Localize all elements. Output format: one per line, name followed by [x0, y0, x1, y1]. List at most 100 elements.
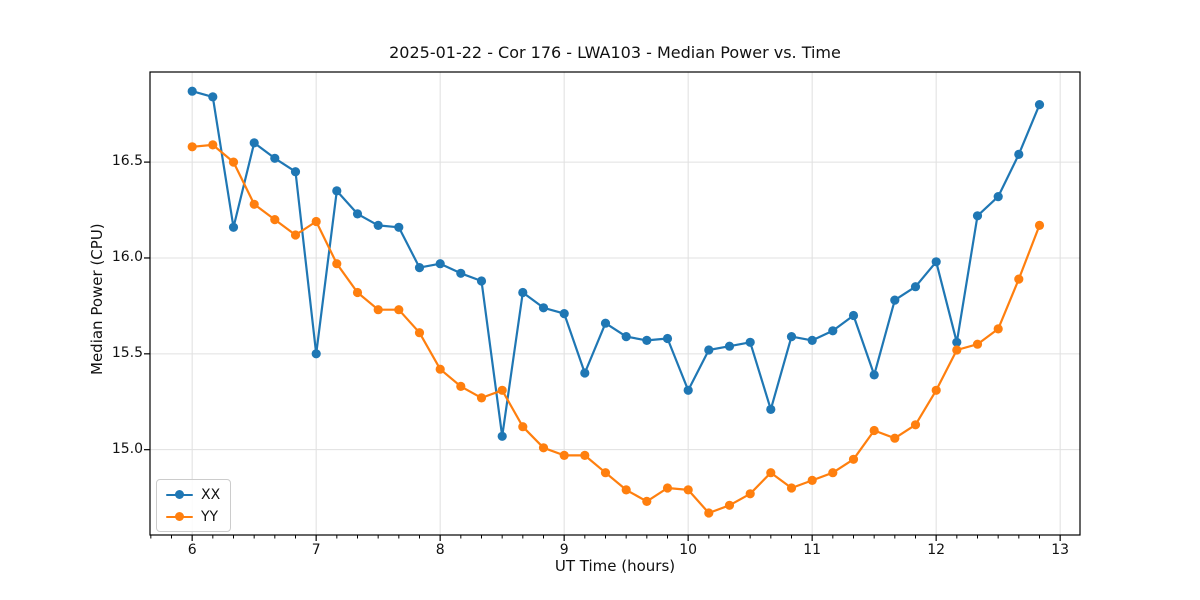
- y-tick-label: 15.5: [111, 344, 143, 361]
- y-tick-label: 15.0: [111, 440, 143, 457]
- series-yy-marker: [600, 468, 611, 478]
- series-xx-marker: [1034, 100, 1045, 110]
- series-yy-marker: [538, 443, 549, 453]
- series-xx-marker: [352, 209, 363, 219]
- series-yy-marker: [187, 142, 197, 152]
- series-xx-marker: [332, 186, 342, 196]
- series-xx-marker: [807, 335, 817, 345]
- series-xx-marker: [952, 337, 962, 347]
- series-xx-marker: [621, 332, 631, 342]
- series-yy-marker: [373, 305, 383, 315]
- series-xx-marker: [228, 222, 239, 232]
- series-xx-marker: [910, 282, 921, 292]
- series-xx-marker: [208, 92, 218, 102]
- series-yy-marker: [559, 450, 569, 460]
- x-tick-label: 9: [559, 542, 569, 558]
- series-yy-marker: [807, 475, 817, 485]
- xx-line-marker-sample: [166, 490, 193, 499]
- series-yy-marker: [642, 496, 652, 506]
- series-yy-marker: [580, 450, 590, 460]
- yy-line-marker-sample: [166, 512, 193, 521]
- chart-title: 2025-01-22 - Cor 176 - LWA103 - Median P…: [389, 43, 841, 62]
- legend: XX YY: [156, 479, 232, 532]
- series-xx-marker: [931, 257, 941, 267]
- series-yy-marker: [621, 485, 631, 495]
- y-tick-label: 16.0: [111, 248, 143, 265]
- series-yy-marker: [352, 287, 363, 298]
- series-yy-marker: [683, 485, 693, 495]
- series-xx-marker: [704, 345, 714, 355]
- series-xx-marker: [559, 309, 569, 319]
- series-xx-marker: [290, 167, 301, 177]
- series-xx-marker: [890, 295, 900, 305]
- series-xx-marker: [642, 335, 652, 345]
- series-xx-marker: [435, 259, 445, 269]
- series-xx-marker: [683, 385, 693, 395]
- series-yy-marker: [786, 483, 797, 493]
- x-tick-label: 12: [927, 542, 946, 558]
- series-yy-marker: [270, 215, 280, 225]
- series-xx-marker: [972, 211, 983, 221]
- series-xx-marker: [476, 276, 487, 286]
- series-yy-marker: [869, 425, 879, 436]
- legend-label-xx: XX: [201, 486, 221, 503]
- x-tick-label: 8: [435, 542, 445, 558]
- series-yy-marker: [311, 216, 321, 227]
- x-axis-label: UT Time (hours): [554, 557, 676, 575]
- series-yy-marker: [290, 230, 301, 240]
- series-yy-marker: [724, 500, 735, 510]
- series-yy-marker: [435, 364, 445, 374]
- x-tick-label: 6: [187, 542, 197, 558]
- series-xx-marker: [662, 333, 673, 344]
- series-yy-marker: [993, 324, 1003, 334]
- series-yy-marker: [332, 259, 342, 269]
- series-yy-marker: [394, 305, 404, 315]
- series-yy-marker: [972, 339, 983, 349]
- series-yy-marker: [662, 483, 673, 493]
- series-yy-marker: [208, 140, 218, 150]
- series-xx-marker: [414, 263, 425, 273]
- series-xx-marker: [373, 220, 383, 230]
- series-xx-marker: [848, 310, 859, 321]
- legend-label-yy: YY: [201, 508, 219, 525]
- series-yy-marker: [910, 420, 921, 430]
- series-yy-marker: [890, 433, 900, 443]
- series-yy-marker: [745, 489, 755, 499]
- series-yy-marker: [456, 381, 466, 391]
- series-xx-marker: [270, 153, 280, 163]
- series-xx-marker: [518, 287, 528, 298]
- series-yy-marker: [249, 199, 259, 209]
- y-tick-label: 16.5: [111, 153, 143, 170]
- series-yy-marker: [518, 422, 528, 432]
- series-xx-marker: [187, 86, 197, 96]
- series-xx-marker: [745, 337, 755, 347]
- series-yy-marker: [931, 385, 941, 395]
- x-tick-label: 7: [311, 542, 321, 558]
- series-xx-marker: [538, 303, 549, 313]
- series-yy-marker: [704, 508, 714, 518]
- legend-entry-yy: YY: [166, 507, 220, 526]
- series-yy-marker: [1034, 220, 1045, 230]
- series-xx-marker: [311, 349, 321, 359]
- series-xx-marker: [869, 370, 879, 380]
- series-yy-marker: [848, 454, 859, 464]
- series-xx-marker: [993, 192, 1003, 202]
- plot-border: [149, 71, 1081, 536]
- series-xx-marker: [600, 318, 611, 328]
- series-xx-marker: [394, 222, 404, 232]
- series-xx-marker: [786, 332, 797, 342]
- series-yy-marker: [228, 157, 239, 167]
- series-yy-marker: [1014, 274, 1024, 284]
- series-yy-marker: [414, 328, 425, 338]
- series-xx-marker: [1014, 149, 1024, 159]
- x-tick-label: 10: [679, 542, 698, 558]
- series-xx-marker: [766, 404, 776, 414]
- x-tick-label: 13: [1051, 542, 1070, 558]
- series-yy-marker: [497, 385, 507, 395]
- series-xx-marker: [249, 138, 259, 148]
- series-yy-marker: [828, 468, 838, 478]
- series-yy-marker: [766, 468, 776, 478]
- series-yy-marker: [476, 393, 487, 403]
